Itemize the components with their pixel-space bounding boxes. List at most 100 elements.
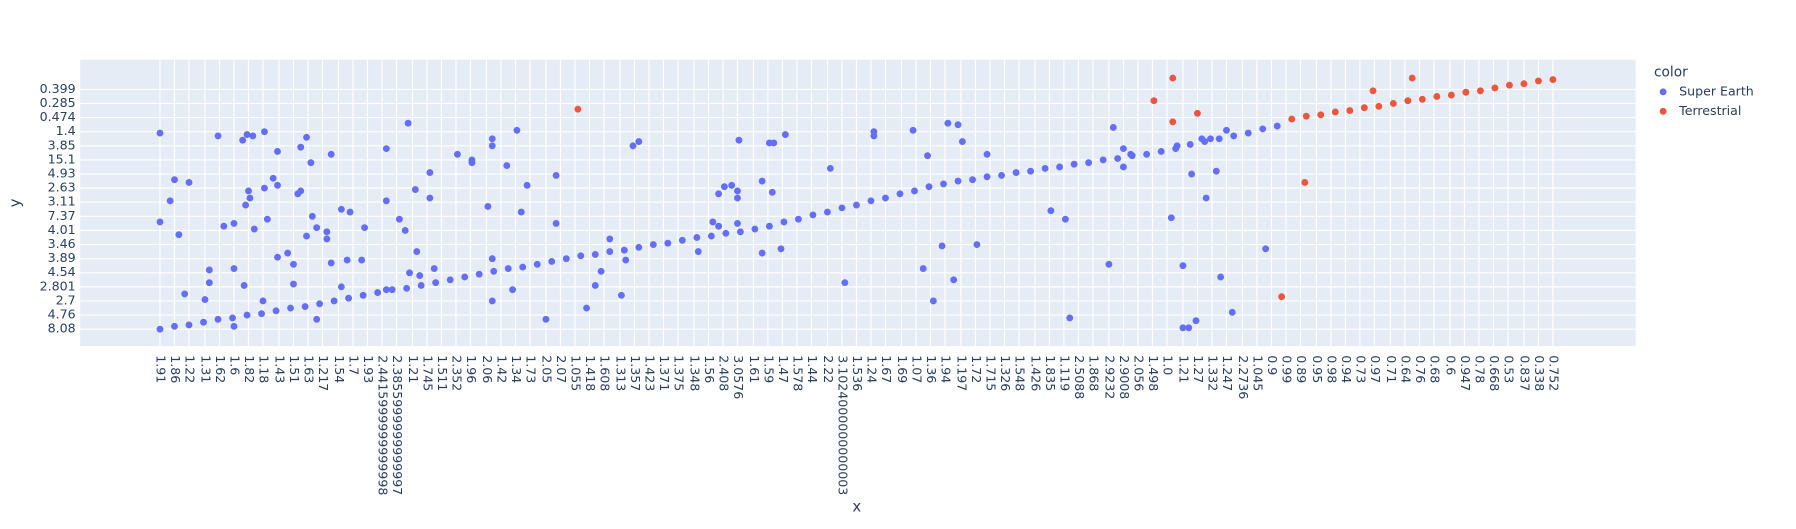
- point: [1223, 126, 1230, 134]
- point: [323, 235, 331, 243]
- point: [411, 186, 419, 193]
- x-tick-label: 1.69: [895, 355, 910, 383]
- point: [983, 150, 991, 158]
- point: [622, 256, 630, 264]
- point: [841, 279, 849, 287]
- point: [205, 266, 213, 274]
- x-tick-label: 1.715: [983, 355, 998, 391]
- point: [454, 150, 461, 158]
- point: [156, 325, 164, 333]
- point: [307, 159, 315, 167]
- grid: [80, 59, 1636, 347]
- point: [461, 273, 469, 281]
- point: [290, 260, 297, 268]
- point: [374, 289, 382, 296]
- point: [517, 208, 525, 216]
- point: [709, 218, 717, 226]
- point: [809, 211, 817, 219]
- point: [1143, 150, 1151, 158]
- point: [313, 224, 321, 232]
- point: [240, 282, 248, 289]
- point: [468, 159, 476, 167]
- point: [490, 267, 498, 275]
- x-tick-label: 1.536: [850, 355, 865, 391]
- x-tick-label: 0.98: [1324, 355, 1339, 383]
- x-tick-label: 1.63: [301, 355, 316, 383]
- point: [388, 286, 396, 294]
- point: [617, 291, 625, 299]
- x-tick-label: 2.4415999999999998: [375, 355, 390, 495]
- point: [297, 143, 305, 151]
- x-tick-label: 1.119: [1057, 355, 1072, 391]
- point: [758, 177, 766, 185]
- point: [1186, 140, 1194, 148]
- point: [401, 227, 409, 234]
- point: [416, 272, 424, 280]
- x-tick-label: 1.51: [287, 355, 302, 383]
- point: [1476, 87, 1484, 95]
- x-tick-label: 1.247: [1220, 355, 1235, 391]
- point: [938, 242, 946, 250]
- y-tick-label: 4.93: [48, 166, 76, 181]
- point: [1534, 77, 1542, 85]
- point: [1520, 80, 1528, 88]
- x-tick-label: 1.59: [761, 355, 776, 383]
- point: [954, 121, 962, 129]
- x-tick-label: 1.94: [938, 355, 953, 383]
- point: [577, 252, 585, 260]
- point: [513, 126, 521, 134]
- point: [1262, 245, 1270, 253]
- point: [1179, 324, 1187, 332]
- x-tick-label: 1.54: [332, 355, 347, 383]
- point: [1202, 194, 1210, 202]
- x-tick-label: 0.99: [1279, 355, 1294, 383]
- point: [1056, 163, 1064, 171]
- legend: color Super Earth Terrestrial: [1654, 64, 1754, 117]
- x-tick-label: 1.578: [790, 355, 805, 391]
- point: [1169, 74, 1177, 82]
- point: [781, 131, 789, 138]
- x-tick-label: 1.42: [494, 355, 509, 383]
- point: [403, 284, 411, 292]
- point: [678, 236, 686, 244]
- x-tick-label: 1.423: [642, 355, 657, 391]
- point: [246, 194, 254, 202]
- y-tick-label: 3.85: [48, 137, 76, 152]
- point: [664, 239, 672, 247]
- x-tick-label: 1.21: [1176, 355, 1191, 383]
- point: [1230, 132, 1238, 140]
- x-tick-label: 1.86: [168, 355, 183, 383]
- x-tick-label: 1.0: [1160, 355, 1175, 375]
- point: [1389, 100, 1397, 107]
- point: [1047, 207, 1055, 215]
- point: [274, 148, 281, 155]
- x-tick-label: 2.06: [480, 355, 495, 383]
- point: [715, 190, 723, 198]
- point: [1433, 93, 1441, 100]
- y-tick-label: 8.08: [48, 321, 76, 336]
- point: [287, 304, 295, 312]
- x-tick-label: 1.61: [747, 355, 762, 383]
- point: [1194, 109, 1201, 117]
- y-tick-label: 3.89: [48, 250, 76, 265]
- point: [200, 318, 207, 326]
- x-tick-label: 2.2736: [1236, 355, 1251, 399]
- point: [542, 315, 550, 323]
- x-tick-label: 2.056: [1131, 355, 1146, 391]
- point: [1012, 169, 1020, 177]
- point: [330, 297, 338, 305]
- legend-marker: [1659, 107, 1667, 115]
- point: [765, 222, 773, 230]
- x-tick-label: 1.24: [864, 355, 879, 383]
- point: [1109, 124, 1117, 131]
- point: [758, 249, 766, 257]
- point: [1404, 97, 1412, 105]
- point: [751, 225, 759, 233]
- point: [1408, 74, 1416, 82]
- x-tick-label: 0.94: [1339, 355, 1354, 383]
- point: [924, 152, 931, 160]
- x-tick-label: 2.9008: [1117, 355, 1132, 399]
- point: [156, 218, 164, 226]
- x-tick-label: 1.22: [183, 355, 198, 383]
- point: [722, 229, 730, 237]
